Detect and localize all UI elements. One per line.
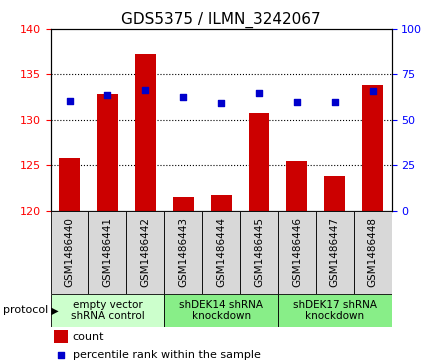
Bar: [164, 211, 202, 294]
Point: [369, 88, 376, 94]
Point: [331, 99, 338, 105]
Text: GSM1486443: GSM1486443: [178, 217, 188, 287]
Text: GSM1486447: GSM1486447: [330, 217, 340, 287]
Point: [66, 98, 73, 104]
Text: shDEK17 shRNA
knockdown: shDEK17 shRNA knockdown: [293, 299, 377, 321]
Bar: [51, 294, 164, 327]
Text: count: count: [73, 332, 104, 342]
Text: GSM1486442: GSM1486442: [140, 217, 150, 287]
Text: GSM1486440: GSM1486440: [65, 217, 74, 287]
Bar: [173, 197, 194, 211]
Text: shDEK14 shRNA
knockdown: shDEK14 shRNA knockdown: [179, 299, 263, 321]
Text: protocol: protocol: [3, 305, 48, 315]
Point: [180, 94, 187, 100]
Bar: [278, 211, 316, 294]
Bar: [164, 294, 278, 327]
Bar: [316, 211, 354, 294]
Bar: [59, 158, 80, 211]
Point: [218, 99, 225, 105]
Point: [293, 99, 301, 105]
Text: ▶: ▶: [48, 305, 59, 315]
Point: [256, 91, 263, 97]
Bar: [240, 211, 278, 294]
Bar: [88, 211, 126, 294]
Bar: [135, 54, 156, 211]
Bar: [202, 211, 240, 294]
Point: [142, 87, 149, 93]
Text: GSM1486441: GSM1486441: [103, 217, 113, 287]
Bar: [126, 211, 164, 294]
Bar: [211, 195, 231, 211]
Bar: [278, 294, 392, 327]
Text: empty vector
shRNA control: empty vector shRNA control: [70, 299, 144, 321]
Text: GSM1486446: GSM1486446: [292, 217, 302, 287]
Bar: [51, 211, 88, 294]
Bar: [97, 94, 118, 211]
Title: GDS5375 / ILMN_3242067: GDS5375 / ILMN_3242067: [121, 12, 321, 28]
Text: percentile rank within the sample: percentile rank within the sample: [73, 350, 260, 360]
Bar: [286, 160, 307, 211]
Bar: [324, 176, 345, 211]
Bar: [354, 211, 392, 294]
Text: GSM1486444: GSM1486444: [216, 217, 226, 287]
Point: [104, 93, 111, 98]
Point: [57, 352, 64, 358]
Text: GSM1486445: GSM1486445: [254, 217, 264, 287]
Bar: [362, 85, 383, 211]
Bar: [249, 113, 269, 211]
Bar: [54, 330, 68, 343]
Text: GSM1486448: GSM1486448: [368, 217, 378, 287]
